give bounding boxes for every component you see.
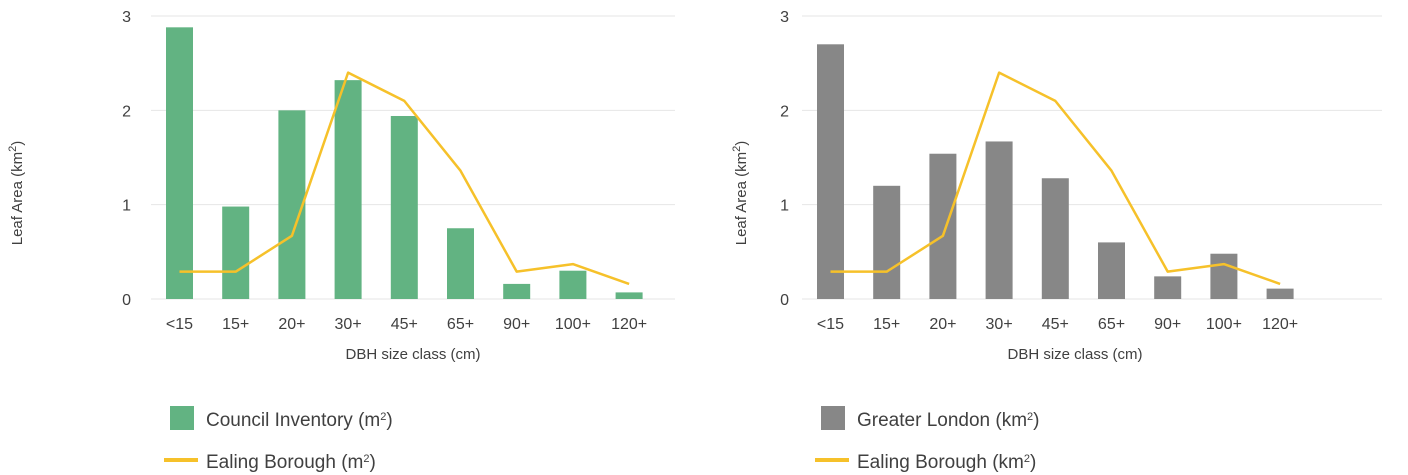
- x-tick-label: <15: [166, 316, 193, 333]
- y-axis-title: Leaf Area (km2): [731, 141, 750, 246]
- bar: [222, 206, 250, 299]
- y-tick-label: 1: [122, 198, 131, 215]
- legend-label: Council Inventory (m2): [206, 410, 393, 431]
- legend-label-sup: 2: [363, 453, 369, 465]
- y-axis-title-sup: 2: [7, 146, 19, 152]
- bar: [873, 185, 901, 299]
- x-tick-label: 65+: [447, 316, 474, 333]
- x-tick-label: 45+: [1042, 316, 1069, 333]
- bar: [817, 44, 844, 299]
- bar: [985, 141, 1013, 299]
- x-tick-label: 15+: [222, 316, 249, 333]
- x-tick-label: 30+: [335, 316, 362, 333]
- legend-label-text: Council Inventory (m: [206, 410, 380, 431]
- y-tick-label: 3: [780, 9, 789, 26]
- y-tick-label: 2: [780, 103, 789, 120]
- bar: [1210, 253, 1238, 299]
- bar: [334, 80, 362, 299]
- x-tick-label: 100+: [1206, 316, 1242, 333]
- bar: [1041, 178, 1069, 299]
- legend-label: Ealing Borough (km2): [857, 452, 1036, 473]
- bar: [1266, 288, 1294, 299]
- legend-label-text: Greater London (km: [857, 410, 1027, 431]
- bar: [390, 115, 418, 299]
- legend-label-tail: ): [1033, 410, 1039, 431]
- y-tick-label: 0: [122, 292, 131, 309]
- x-tick-label: 100+: [555, 316, 591, 333]
- y-tick-label: 2: [122, 103, 131, 120]
- bar: [1098, 242, 1125, 299]
- x-axis-title: DBH size class (cm): [345, 346, 480, 363]
- legend-label-sup: 2: [380, 411, 386, 423]
- legend-label-tail: ): [386, 410, 392, 431]
- legend-label-text: Ealing Borough (m: [206, 452, 363, 473]
- bar: [503, 283, 531, 299]
- x-tick-label: <15: [817, 316, 844, 333]
- y-axis-title: Leaf Area (km2): [7, 141, 26, 246]
- y-tick-label: 3: [122, 9, 131, 26]
- x-tick-label: 65+: [1098, 316, 1125, 333]
- bar: [929, 153, 957, 299]
- y-axis-title-tail: ): [733, 141, 750, 146]
- x-axis-title: DBH size class (cm): [1007, 346, 1142, 363]
- chart-council-inventory: 0 1 2 3 <15 15+ 20+ 30+ 45+ 65+ 90+ 100+ 120+ DBH siz…: [7, 9, 675, 473]
- y-axis-title-text: Leaf Area (km: [733, 152, 750, 245]
- legend-label-tail: ): [1030, 452, 1036, 473]
- x-tick-label: 90+: [1154, 316, 1181, 333]
- y-tick-label: 1: [780, 198, 789, 215]
- legend-label-tail: ): [370, 452, 376, 473]
- y-axis-title-text: Leaf Area (km: [9, 152, 26, 245]
- bar: [615, 292, 643, 299]
- bar: [278, 110, 306, 299]
- bar: [166, 27, 193, 299]
- legend-label-sup: 2: [1024, 453, 1030, 465]
- x-tick-label: 120+: [1262, 316, 1298, 333]
- x-tick-label: 90+: [503, 316, 530, 333]
- y-tick-label: 0: [780, 292, 789, 309]
- bar: [447, 228, 474, 299]
- legend-label-text: Ealing Borough (km: [857, 452, 1024, 473]
- legend-swatch-bar: [821, 406, 845, 430]
- x-tick-label: 20+: [929, 316, 956, 333]
- x-tick-label: 30+: [986, 316, 1013, 333]
- y-axis-title-tail: ): [9, 141, 26, 146]
- legend-swatch-bar: [170, 406, 194, 430]
- x-tick-label: 120+: [611, 316, 647, 333]
- legend-label-sup: 2: [1027, 411, 1033, 423]
- bar: [559, 270, 587, 299]
- x-tick-label: 20+: [278, 316, 305, 333]
- legend-label: Greater London (km2): [857, 410, 1039, 431]
- x-tick-label: 45+: [391, 316, 418, 333]
- legend-label: Ealing Borough (m2): [206, 452, 376, 473]
- chart-greater-london: 0 1 2 3 <15 15+ 20+ 30+ 45+ 65+ 90+ 100+ 120+ DBH siz…: [731, 9, 1382, 473]
- y-axis-title-sup: 2: [731, 146, 743, 152]
- bar: [1154, 276, 1182, 299]
- x-tick-label: 15+: [873, 316, 900, 333]
